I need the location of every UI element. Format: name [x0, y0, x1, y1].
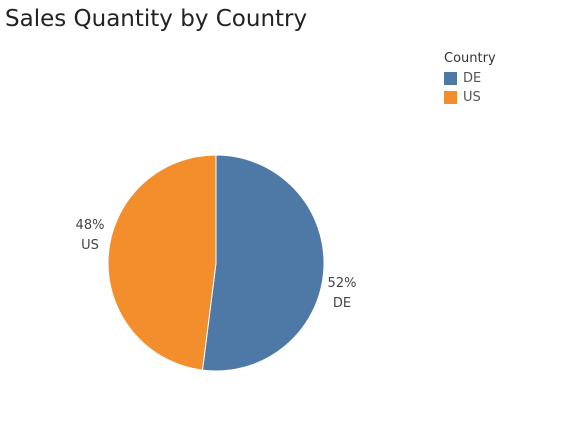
pie-slice-us[interactable]: [107, 154, 217, 371]
legend-item-de[interactable]: DE: [444, 69, 496, 88]
chart-title: Sales Quantity by Country: [5, 6, 308, 32]
legend-label-de: DE: [463, 71, 482, 86]
legend-title: Country: [444, 51, 496, 66]
pie-slice-de[interactable]: [201, 154, 325, 372]
legend-item-us[interactable]: US: [444, 88, 496, 107]
slice-percent-label-us: 48%: [76, 218, 105, 233]
legend-label-us: US: [463, 90, 481, 105]
legend-swatch-de: [444, 72, 457, 85]
slice-category-label-us: US: [81, 238, 99, 253]
legend-swatch-us: [444, 91, 457, 104]
slice-percent-label-de: 52%: [328, 276, 357, 291]
slice-category-label-de: DE: [333, 296, 351, 311]
legend: Country DE US: [444, 51, 496, 107]
